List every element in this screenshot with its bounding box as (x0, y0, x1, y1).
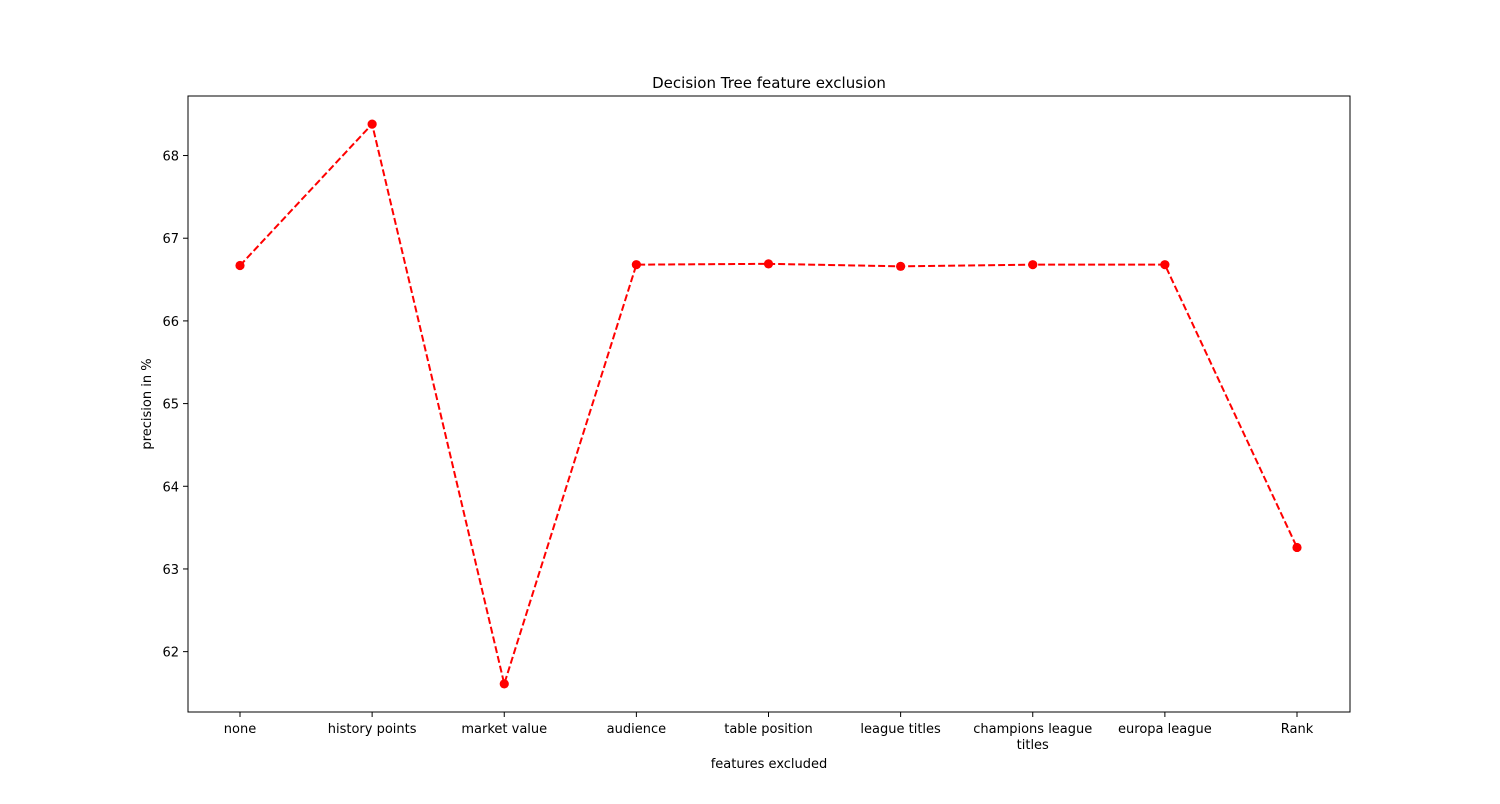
x-tick-label-line: Rank (1281, 722, 1314, 737)
x-tick-label-line: titles (1017, 738, 1049, 753)
x-tick-label: audience (607, 722, 666, 737)
x-tick-label: champions league titles (973, 722, 1092, 753)
x-tick-label: europa league (1118, 722, 1212, 737)
y-tick-label: 65 (162, 398, 179, 413)
y-tick-label: 64 (162, 480, 179, 495)
x-tick-label: market value (461, 722, 547, 737)
x-tick-label-line: europa league (1118, 722, 1212, 737)
y-tick-label: 63 (162, 563, 179, 578)
y-axis-label: precision in % (140, 358, 155, 449)
x-tick-label-line: none (224, 722, 256, 737)
x-tick-label: Rank (1281, 722, 1314, 737)
x-axis-label: features excluded (711, 757, 828, 772)
data-point (1160, 260, 1170, 270)
x-tick-label-line: history points (328, 722, 417, 737)
data-point (499, 679, 509, 689)
data-point (1292, 542, 1302, 553)
x-tick-label-line: champions league (973, 722, 1092, 737)
x-tick-label-line: table position (724, 722, 813, 737)
x-tick-label: league titles (860, 722, 941, 737)
data-point (235, 260, 245, 271)
x-tick-label-line: league titles (860, 722, 941, 737)
data-point (763, 259, 774, 269)
x-axis: none history points market value audience ta… (224, 712, 1314, 753)
x-tick-label-line: market value (461, 722, 547, 737)
y-tick-label: 67 (162, 232, 179, 247)
x-tick-label: table position (724, 722, 813, 737)
x-tick-label: history points (328, 722, 417, 737)
series-layer (235, 119, 1302, 689)
y-tick-label: 62 (162, 646, 179, 661)
chart-title: Decision Tree feature exclusion (652, 74, 886, 92)
data-point (631, 260, 641, 270)
data-point (1028, 260, 1038, 270)
y-tick-label: 68 (162, 150, 179, 165)
x-tick-label: none (224, 722, 256, 737)
y-tick-label: 66 (162, 315, 179, 330)
x-tick-label-line: audience (607, 722, 666, 737)
y-axis: 62 63 64 65 66 67 68 (162, 150, 188, 661)
data-point (367, 119, 377, 129)
data-point (896, 261, 906, 271)
